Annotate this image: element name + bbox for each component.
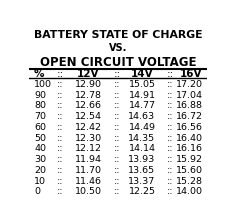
Text: 16.40: 16.40: [175, 134, 202, 143]
Text: ::: ::: [113, 91, 120, 100]
Text: ::: ::: [113, 134, 120, 143]
Text: 12V: 12V: [77, 69, 99, 79]
Text: ::: ::: [166, 112, 173, 121]
Text: 16.72: 16.72: [175, 112, 202, 121]
Text: ::: ::: [166, 155, 173, 164]
Text: 12.42: 12.42: [75, 123, 101, 132]
Text: 16.16: 16.16: [175, 144, 202, 153]
Text: ::: ::: [166, 69, 173, 79]
Text: ::: ::: [166, 134, 173, 143]
Text: 100: 100: [34, 80, 52, 89]
Text: 14.49: 14.49: [128, 123, 155, 132]
Text: ::: ::: [113, 112, 120, 121]
Text: ::: ::: [166, 91, 173, 100]
Text: ::: ::: [56, 112, 63, 121]
Text: ::: ::: [113, 80, 120, 89]
Text: 60: 60: [34, 123, 46, 132]
Text: 70: 70: [34, 112, 46, 121]
Text: 17.04: 17.04: [175, 91, 202, 100]
Text: 13.65: 13.65: [128, 166, 155, 175]
Text: ::: ::: [56, 101, 63, 110]
Text: 14V: 14V: [130, 69, 153, 79]
Text: 12.90: 12.90: [75, 80, 101, 89]
Text: ::: ::: [56, 80, 63, 89]
Text: ::: ::: [166, 177, 173, 186]
Text: 12.25: 12.25: [128, 187, 155, 196]
Text: 15.60: 15.60: [175, 166, 202, 175]
Text: 30: 30: [34, 155, 46, 164]
Text: ::: ::: [56, 155, 63, 164]
Text: 20: 20: [34, 166, 46, 175]
Text: ::: ::: [113, 123, 120, 132]
Text: ::: ::: [166, 101, 173, 110]
Text: %: %: [34, 69, 44, 79]
Text: ::: ::: [113, 177, 120, 186]
Text: ::: ::: [56, 187, 63, 196]
Text: 10.50: 10.50: [75, 187, 101, 196]
Text: 13.37: 13.37: [128, 177, 155, 186]
Text: 12.66: 12.66: [75, 101, 101, 110]
Text: 80: 80: [34, 101, 46, 110]
Text: ::: ::: [56, 166, 63, 175]
Text: 17.20: 17.20: [175, 80, 202, 89]
Text: 10: 10: [34, 177, 46, 186]
Text: ::: ::: [166, 187, 173, 196]
Text: 16.56: 16.56: [175, 123, 202, 132]
Text: ::: ::: [56, 91, 63, 100]
Text: 11.94: 11.94: [75, 155, 101, 164]
Text: 12.30: 12.30: [75, 134, 102, 143]
Text: BATTERY STATE OF CHARGE: BATTERY STATE OF CHARGE: [33, 30, 201, 41]
Text: ::: ::: [166, 80, 173, 89]
Text: ::: ::: [56, 177, 63, 186]
Text: ::: ::: [113, 144, 120, 153]
Text: 0: 0: [34, 187, 40, 196]
Text: ::: ::: [56, 69, 63, 79]
Text: 14.14: 14.14: [128, 144, 155, 153]
Text: ::: ::: [113, 69, 120, 79]
Text: 40: 40: [34, 144, 46, 153]
Text: ::: ::: [113, 101, 120, 110]
Text: 12.54: 12.54: [75, 112, 101, 121]
Text: 14.63: 14.63: [128, 112, 155, 121]
Text: 14.77: 14.77: [128, 101, 155, 110]
Text: 13.93: 13.93: [128, 155, 155, 164]
Text: 15.05: 15.05: [128, 80, 155, 89]
Text: ::: ::: [166, 144, 173, 153]
Text: 90: 90: [34, 91, 46, 100]
Text: VS.: VS.: [108, 43, 126, 53]
Text: ::: ::: [56, 123, 63, 132]
Text: 12.12: 12.12: [75, 144, 101, 153]
Text: ::: ::: [113, 187, 120, 196]
Text: ::: ::: [56, 144, 63, 153]
Text: 50: 50: [34, 134, 46, 143]
Text: ::: ::: [166, 166, 173, 175]
Text: ::: ::: [56, 134, 63, 143]
Text: ::: ::: [166, 123, 173, 132]
Text: 15.28: 15.28: [175, 177, 202, 186]
Text: 15.92: 15.92: [175, 155, 202, 164]
Text: ::: ::: [113, 155, 120, 164]
Text: 14.91: 14.91: [128, 91, 155, 100]
Text: 11.70: 11.70: [75, 166, 101, 175]
Text: 16V: 16V: [179, 69, 202, 79]
Text: 16.88: 16.88: [175, 101, 202, 110]
Text: 11.46: 11.46: [75, 177, 101, 186]
Text: 12.78: 12.78: [75, 91, 101, 100]
Text: ::: ::: [113, 166, 120, 175]
Text: 14.35: 14.35: [128, 134, 155, 143]
Text: OPEN CIRCUIT VOLTAGE: OPEN CIRCUIT VOLTAGE: [39, 56, 195, 69]
Text: 14.00: 14.00: [175, 187, 202, 196]
